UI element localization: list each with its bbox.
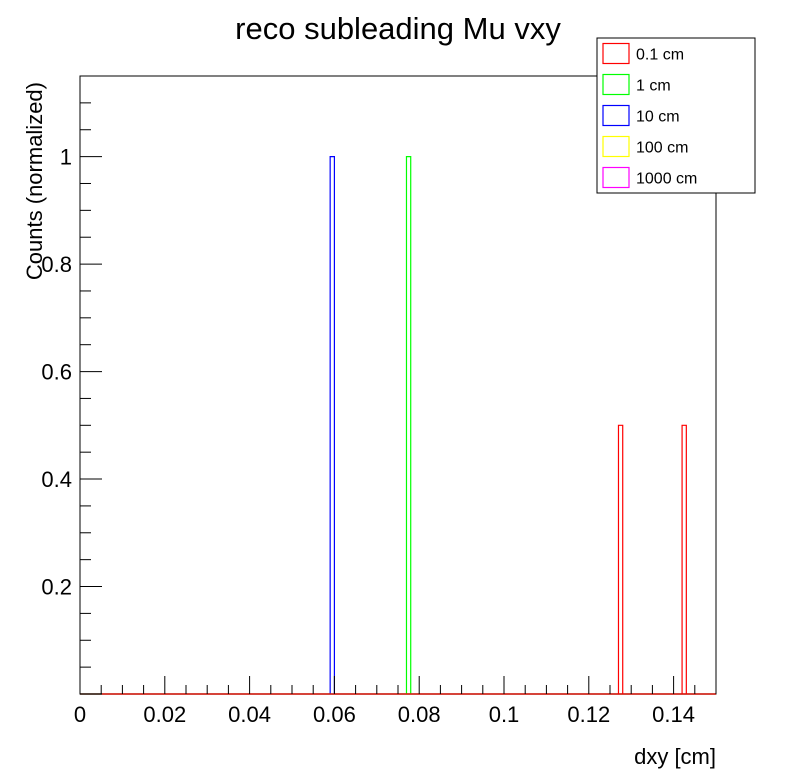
histogram-bar <box>617 424 624 694</box>
legend-entry: 0.1 cm <box>636 47 684 64</box>
x-tick-label: 0.04 <box>228 702 271 727</box>
axes: 0 0.02 0.04 0.06 0.08 0.1 0.12 0.14 0.2 0.4 0.6 0.8… <box>41 75 717 727</box>
y-tick-label: 0.6 <box>41 360 72 385</box>
x-axis-label: dxy [cm] <box>634 744 716 769</box>
x-tick-label: 0.1 <box>489 702 520 727</box>
x-tick-label: 0.02 <box>143 702 186 727</box>
y-tick-label: 1 <box>60 145 72 170</box>
x-tick-label: 0.14 <box>652 702 695 727</box>
y-tick-label: 0.8 <box>41 252 72 277</box>
x-tick-label: 0.08 <box>398 702 441 727</box>
legend-entry: 100 cm <box>636 140 688 157</box>
legend-swatch <box>602 73 630 96</box>
plot-marks <box>80 156 716 695</box>
y-tick-label: 0.4 <box>41 467 72 492</box>
legend-swatch <box>602 135 630 158</box>
y-axis-label: Counts (normalized) <box>22 82 47 280</box>
legend-swatch <box>602 166 630 189</box>
x-tick-label: 0.12 <box>567 702 610 727</box>
legend-swatch <box>602 42 630 65</box>
histogram-bar <box>405 156 412 694</box>
legend-swatch <box>602 104 630 127</box>
legend-entry: 10 cm <box>636 109 680 126</box>
x-tick-label: 0.06 <box>313 702 356 727</box>
histogram-bar <box>681 424 687 694</box>
chart-title: reco subleading Mu vxy <box>235 11 561 46</box>
legend-entry: 1 cm <box>636 78 671 95</box>
x-tick-label: 0 <box>74 702 86 727</box>
legend: 0.1 cm 1 cm 10 cm 100 cm 1000 cm <box>596 37 756 194</box>
legend-entry: 1000 cm <box>636 171 697 188</box>
histogram-bar <box>329 156 335 694</box>
y-tick-label: 0.2 <box>41 575 72 600</box>
